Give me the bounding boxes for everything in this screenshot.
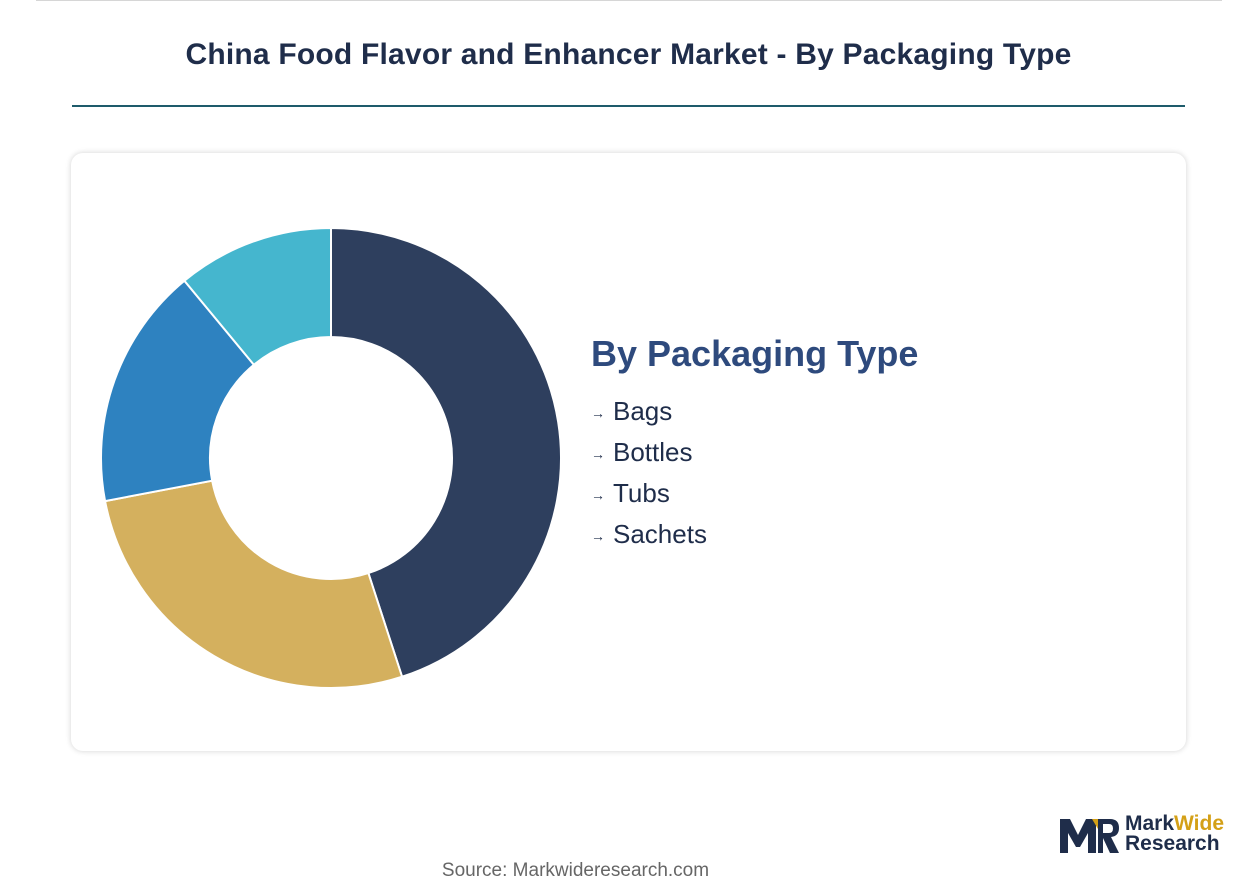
legend-list: → Bags → Bottles → Tubs → Sachets (591, 391, 918, 555)
logo-mark-icon (1060, 819, 1119, 853)
logo-text-mark: Mark (1125, 812, 1175, 835)
arrow-icon: → (591, 445, 605, 462)
legend-label: Tubs (613, 478, 670, 508)
arrow-icon: → (591, 527, 605, 544)
legend-label: Bags (613, 396, 673, 426)
legend-item-tubs: → Tubs (591, 473, 918, 514)
donut-slice-bags (330, 226, 562, 679)
legend-item-bags: → Bags (591, 391, 918, 432)
donut-slice-bottles (103, 479, 404, 689)
legend-item-bottles: → Bottles (591, 432, 918, 473)
legend-label: Bottles (613, 437, 693, 467)
logo-text-wide: Wide (1174, 812, 1225, 835)
legend-title: By Packaging Type (591, 333, 919, 374)
legend: By Packaging Type → Bags → Bottles → Tubs →… (591, 333, 918, 555)
arrow-icon: → (591, 404, 605, 421)
title-underline (72, 105, 1185, 107)
chart-card: By Packaging Type → Bags → Bottles → Tubs →… (71, 153, 1186, 751)
donut-chart (100, 226, 562, 689)
logo-wordmark: MarkWide Research (1125, 812, 1225, 855)
legend-label: Sachets (613, 519, 707, 549)
markwide-logo: MarkWide Research (1058, 812, 1248, 856)
arrow-icon: → (591, 486, 605, 503)
page-title: China Food Flavor and Enhancer Market - … (185, 38, 1072, 71)
donut-slice-sachets (182, 226, 332, 367)
logo-text-research: Research (1125, 832, 1220, 855)
source-note: Source: Markwideresearch.com (441, 860, 710, 881)
donut-slice-tubs (100, 279, 256, 503)
top-divider (36, 0, 1222, 1)
legend-item-sachets: → Sachets (591, 514, 918, 555)
